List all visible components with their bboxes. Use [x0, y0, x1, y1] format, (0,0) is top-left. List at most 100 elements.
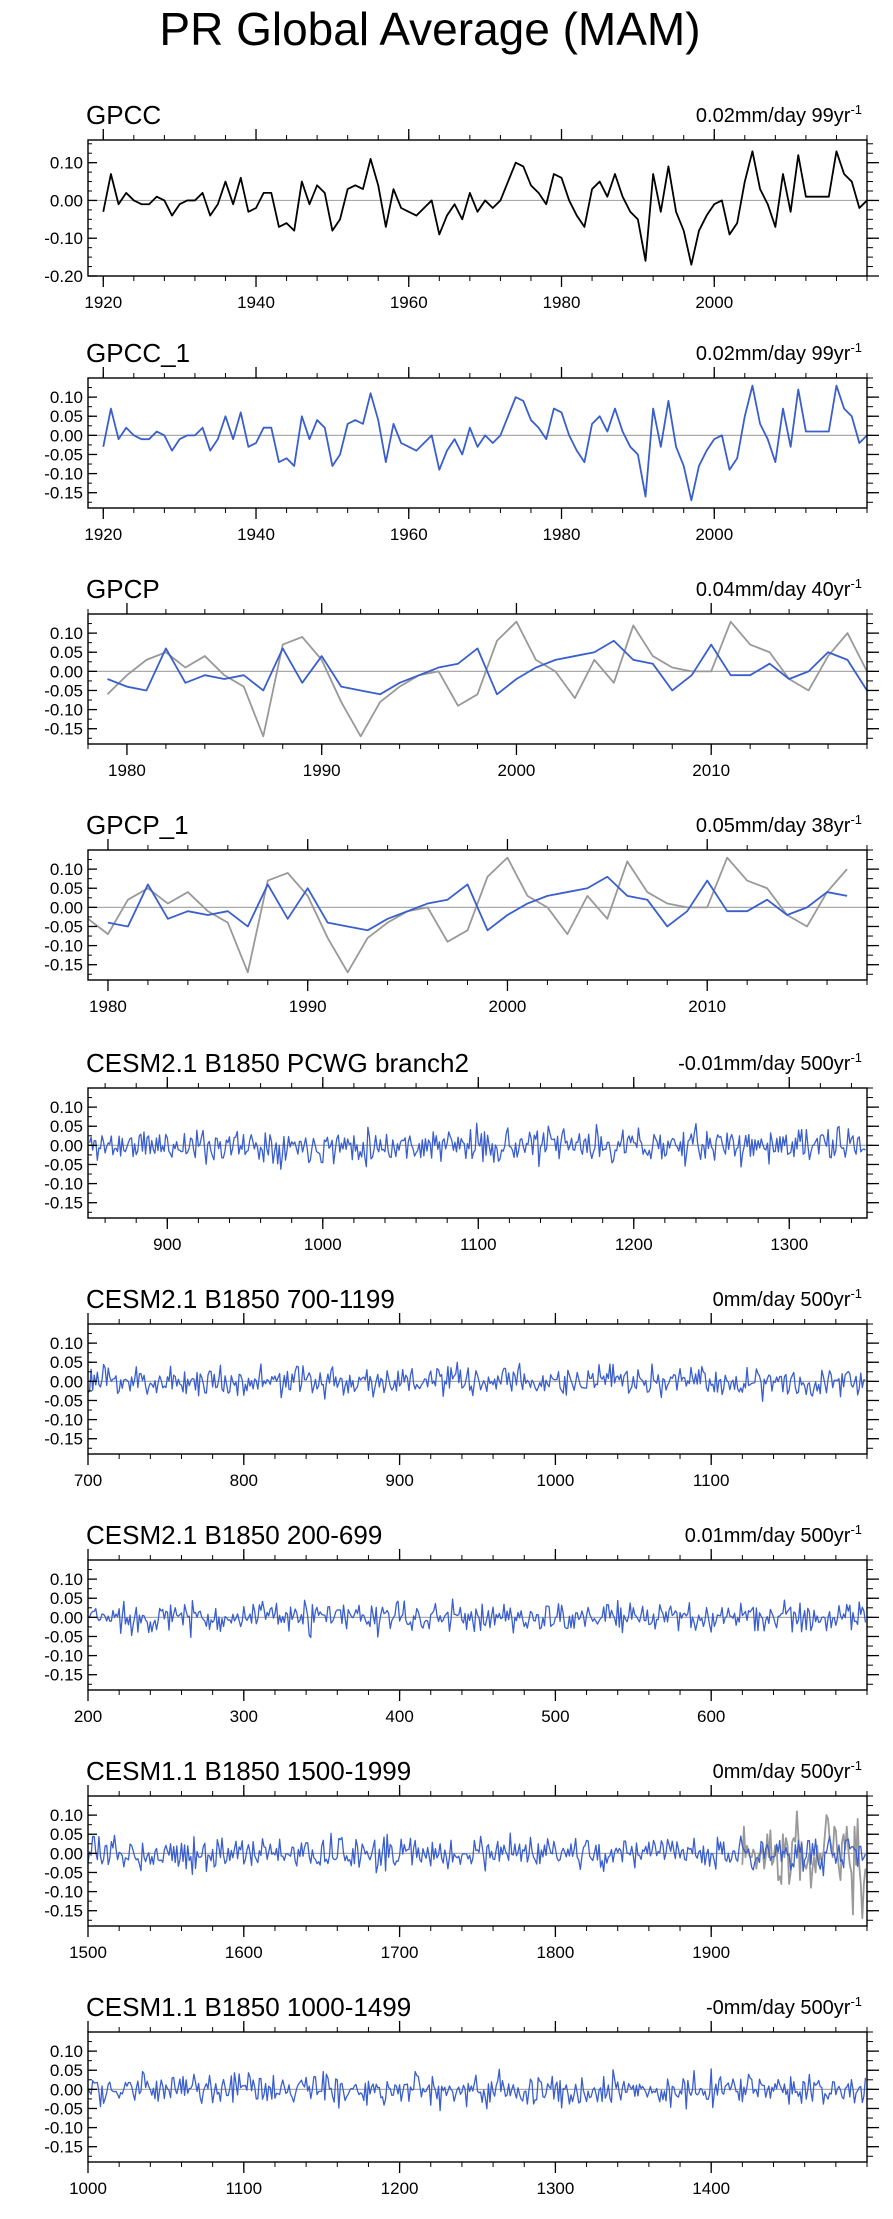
x-tick-label: 1200 — [381, 2179, 419, 2198]
x-tick-label: 1980 — [108, 761, 146, 780]
y-tick-label: -0.15 — [44, 1194, 83, 1213]
trend-label: -0mm/day 500yr-1 — [706, 1994, 862, 2019]
y-tick-label: 0.00 — [50, 662, 83, 681]
y-tick-label: -0.05 — [44, 1627, 83, 1646]
y-tick-label: 0.00 — [50, 191, 83, 210]
x-tick-label: 1200 — [615, 1235, 653, 1254]
x-tick-label: 1980 — [89, 997, 127, 1016]
y-tick-label: -0.15 — [44, 1430, 83, 1449]
y-tick-label: -0.15 — [44, 484, 83, 503]
y-tick-label: -0.05 — [44, 1155, 83, 1174]
x-tick-label: 1400 — [692, 2179, 730, 2198]
x-tick-label: 1700 — [381, 1943, 419, 1962]
panel-3: GPCP 0.04mm/day 40yr-10.100.050.00-0.05-0… — [44, 574, 879, 780]
y-tick-label: 0.10 — [50, 1098, 83, 1117]
y-tick-label: -0.15 — [44, 1902, 83, 1921]
y-tick-label: -0.10 — [44, 1647, 83, 1666]
x-tick-label: 700 — [74, 1471, 102, 1490]
plot-frame — [87, 2031, 868, 2163]
panel-1: GPCC 0.02mm/day 99yr-10.100.00-0.10-0.201… — [44, 100, 879, 312]
series-line — [107, 875, 848, 932]
x-tick-label: 1000 — [536, 1471, 574, 1490]
x-tick-label: 2000 — [498, 761, 536, 780]
x-tick-label: 900 — [153, 1235, 181, 1254]
y-tick-label: -0.05 — [44, 681, 83, 700]
panel-title: GPCP — [86, 574, 160, 604]
series-line — [107, 639, 868, 696]
x-tick-label: 2000 — [489, 997, 527, 1016]
series-line — [87, 1361, 866, 1402]
y-tick-label: -0.15 — [44, 720, 83, 739]
y-tick-label: 0.10 — [50, 2042, 83, 2061]
x-tick-label: 1920 — [84, 293, 122, 312]
panel-4: GPCP_1 0.05mm/day 38yr-1 0.100.050.00-0.05… — [44, 810, 879, 1016]
x-tick-label: 400 — [385, 1707, 413, 1726]
plot-frame — [87, 613, 868, 745]
trend-label: 0.02mm/day 99yr-1 — [696, 340, 862, 365]
series-line — [87, 856, 848, 974]
plot-frame — [87, 1323, 868, 1455]
y-tick-label: -0.05 — [44, 2099, 83, 2118]
panel-title: GPCC — [86, 100, 161, 130]
panel-7: CESM2.1 B1850 200-699 0.01mm/day 500yr-1 0… — [44, 1520, 879, 1726]
x-tick-label: 1990 — [289, 997, 327, 1016]
y-tick-label: -0.10 — [44, 1883, 83, 1902]
series-line — [87, 2068, 867, 2112]
panels: GPCC 0.02mm/day 99yr-10.100.00-0.10-0.201… — [44, 100, 879, 2198]
x-tick-label: 500 — [541, 1707, 569, 1726]
panel-title: GPCC_1 — [86, 338, 190, 368]
y-tick-label: 0.05 — [50, 879, 83, 898]
x-tick-label: 1100 — [460, 1235, 497, 1254]
series-line — [88, 1122, 866, 1170]
y-tick-label: 0.05 — [50, 1353, 83, 1372]
trend-label: 0.04mm/day 40yr-1 — [696, 576, 862, 601]
y-tick-label: 0.00 — [50, 2080, 83, 2099]
plot-frame — [87, 1559, 868, 1691]
panel-8: CESM1.1 B1850 1500-1999 0mm/day 500yr-1 0.… — [44, 1756, 879, 1962]
y-tick-label: -0.15 — [44, 956, 83, 975]
trend-label: 0.02mm/day 99yr-1 — [696, 102, 862, 127]
x-tick-label: 1100 — [693, 1471, 730, 1490]
x-tick-label: 1960 — [390, 293, 428, 312]
plot-frame — [87, 849, 868, 981]
x-tick-label: 600 — [697, 1707, 725, 1726]
trend-label: 0.01mm/day 500yr-1 — [685, 1522, 862, 1547]
y-tick-label: -0.05 — [44, 1863, 83, 1882]
panel-title: CESM1.1 B1850 1000-1499 — [86, 1992, 411, 2022]
y-tick-label: 0.05 — [50, 1117, 83, 1136]
x-tick-label: 200 — [74, 1707, 102, 1726]
y-tick-label: 0.10 — [50, 1806, 83, 1825]
panel-title: CESM2.1 B1850 200-699 — [86, 1520, 382, 1550]
y-tick-label: -0.10 — [44, 701, 83, 720]
x-tick-label: 1940 — [237, 525, 275, 544]
y-tick-label: 0.00 — [50, 1844, 83, 1863]
y-tick-label: 0.10 — [50, 388, 83, 407]
y-tick-label: 0.05 — [50, 1825, 83, 1844]
plot-frame — [87, 1087, 868, 1219]
x-tick-label: 900 — [385, 1471, 413, 1490]
y-tick-label: -0.10 — [44, 2119, 83, 2138]
y-tick-label: -0.05 — [44, 445, 83, 464]
x-tick-label: 1000 — [304, 1235, 342, 1254]
x-tick-label: 1000 — [69, 2179, 107, 2198]
plot-frame — [87, 139, 868, 277]
y-tick-label: -0.10 — [44, 937, 83, 956]
y-tick-label: -0.10 — [44, 229, 83, 248]
x-tick-label: 1600 — [225, 1943, 263, 1962]
y-tick-label: 0.05 — [50, 407, 83, 426]
y-tick-label: 0.05 — [50, 643, 83, 662]
series-line — [106, 620, 868, 738]
trend-label: 0mm/day 500yr-1 — [713, 1758, 862, 1783]
y-tick-label: -0.15 — [44, 1666, 83, 1685]
x-tick-label: 1300 — [536, 2179, 574, 2198]
series-line — [102, 150, 868, 266]
plot-frame — [87, 1795, 868, 1927]
y-tick-label: -0.20 — [44, 267, 83, 286]
x-tick-label: 1900 — [692, 1943, 730, 1962]
x-tick-label: 1980 — [543, 293, 581, 312]
panel-title: CESM1.1 B1850 1500-1999 — [86, 1756, 411, 1786]
y-tick-label: -0.10 — [44, 1175, 83, 1194]
y-tick-label: 0.00 — [50, 1136, 83, 1155]
series-line — [102, 384, 868, 502]
x-tick-label: 1500 — [69, 1943, 107, 1962]
